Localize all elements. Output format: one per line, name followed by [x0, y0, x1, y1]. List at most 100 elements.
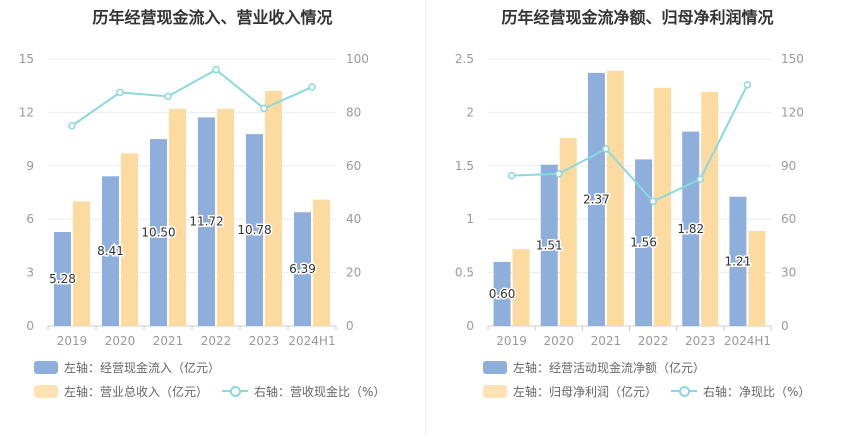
bar-blue — [493, 261, 511, 326]
bar-blue — [587, 72, 605, 326]
left-axis-tick-label: 12 — [19, 105, 34, 119]
legend-swatch-blue — [483, 360, 507, 374]
bar-data-label: 1.82 — [677, 222, 704, 236]
right-axis-tick-label: 90 — [781, 159, 796, 173]
bar-orange — [606, 70, 624, 326]
bar-blue — [198, 117, 215, 326]
line-point — [308, 83, 316, 91]
legend-item-bar-blue[interactable]: 左轴：经营现金流入（亿元） — [34, 359, 220, 376]
bar-data-label: 1.56 — [630, 236, 657, 250]
line-point — [602, 145, 610, 153]
chart-title-right: 历年经营现金流净额、归母净利润情况 — [501, 8, 774, 27]
legend-label: 右轴：营收现金比（%） — [254, 384, 386, 399]
x-tick-label: 2023 — [685, 334, 716, 348]
line-point — [260, 104, 268, 113]
bar-blue — [150, 139, 167, 326]
legend-item-bar-blue[interactable]: 左轴：经营活动现金流净额（亿元） — [483, 359, 705, 376]
legend-item-line[interactable]: 右轴：净现比（%） — [671, 383, 810, 400]
bar-data-label: 6.39 — [289, 262, 316, 276]
legend-line-marker-icon — [222, 384, 249, 398]
line-series — [71, 68, 313, 127]
left-axis-tick-label: 9 — [26, 159, 34, 173]
x-tick-label: 2022 — [201, 334, 232, 348]
legend-swatch-blue — [34, 360, 58, 374]
x-tick-label: 2023 — [249, 334, 280, 348]
legend-label: 右轴：净现比（%） — [703, 384, 811, 399]
legend-item-line[interactable]: 右轴：营收现金比（%） — [222, 383, 385, 400]
bar-blue — [540, 164, 558, 326]
bar-data-label: 10.50 — [141, 226, 175, 240]
left-axis-tick-label: 6 — [26, 212, 34, 226]
right-axis-tick-label: 0 — [346, 319, 354, 333]
x-tick-label: 2020 — [543, 334, 574, 348]
x-tick-label: 2021 — [591, 334, 622, 348]
x-tick-label: 2024H1 — [288, 334, 335, 348]
bar-blue — [682, 131, 700, 326]
line-point — [743, 81, 752, 89]
legend-label: 左轴：经营现金流入（亿元） — [64, 360, 221, 375]
left-axis-tick-label: 3 — [26, 266, 34, 280]
bar-orange — [121, 153, 138, 326]
legend-row-2: 左轴：归母净利润（亿元） 右轴：净现比（%） — [483, 382, 824, 400]
line-point — [507, 171, 516, 180]
right-axis-tick-label: 150 — [781, 52, 804, 66]
panel-divider — [425, 0, 426, 437]
right-axis-tick-label: 0 — [781, 319, 789, 333]
bar-orange — [701, 92, 719, 326]
legend-label: 左轴：经营活动现金流净额（亿元） — [513, 360, 706, 375]
right-axis-tick-label: 30 — [781, 266, 796, 280]
left-axis-tick-label: 2.5 — [455, 52, 474, 66]
left-axis-tick-label: 15 — [19, 52, 34, 66]
x-tick-label: 2019 — [57, 334, 88, 348]
line-series — [511, 84, 749, 203]
line-point — [696, 175, 704, 183]
left-axis-tick-label: 0 — [466, 319, 474, 333]
chart-panel-left: 历年经营现金流入、营业收入情况 0 0 3 20 6 40 9 60 12 80 15 100 2019… — [19, 8, 399, 400]
bar-orange — [169, 108, 186, 326]
left-axis-tick-label: 2 — [466, 105, 474, 119]
right-axis-tick-label: 60 — [781, 212, 796, 226]
left-axis-tick-label: 1.5 — [455, 159, 474, 173]
legend-swatch-orange — [34, 384, 58, 398]
legend-line-marker-icon — [671, 384, 698, 398]
bar-data-label: 1.51 — [536, 238, 563, 252]
x-tick-label: 2019 — [496, 334, 527, 348]
bar-orange — [748, 230, 766, 326]
line-point — [116, 88, 124, 97]
x-tick-label: 2021 — [153, 334, 184, 348]
right-axis-tick-label: 100 — [346, 52, 369, 66]
left-axis-tick-label: 1 — [466, 212, 474, 226]
bar-blue — [54, 232, 71, 326]
x-tick-label: 2024H1 — [724, 334, 771, 348]
left-axis-tick-label: 0.5 — [455, 266, 474, 280]
chart-right-svg: 0 0 0.5 30 1 60 1.5 90 2 120 2.5 150 2019 2020 2021 202… — [455, 52, 804, 348]
bar-data-label: 10.78 — [237, 223, 271, 237]
chart-left-svg: 0 0 3 20 6 40 9 60 12 80 15 100 2019 2020 2021 2022 2023… — [19, 52, 369, 348]
line-point — [555, 170, 563, 178]
chart-title-left: 历年经营现金流入、营业收入情况 — [92, 8, 333, 27]
bar-orange — [559, 138, 577, 326]
x-tick-label: 2020 — [105, 334, 136, 348]
chart-panel-right: 历年经营现金流净额、归母净利润情况 0 0 0.5 30 1 60 1.5 90 2 120 2.5… — [425, 0, 850, 437]
bar-blue — [729, 196, 747, 326]
bar-data-label: 2.37 — [583, 192, 610, 206]
bar-blue — [246, 134, 263, 326]
right-axis-tick-label: 120 — [781, 105, 804, 119]
left-axis-tick-label: 0 — [26, 319, 34, 333]
bar-data-label: 1.21 — [725, 254, 752, 268]
bar-orange — [512, 249, 530, 326]
legend-item-bar-orange[interactable]: 左轴：营业总收入（亿元） — [34, 383, 208, 400]
line-point — [649, 197, 657, 206]
legend-row-1: 左轴：经营现金流入（亿元） — [34, 358, 234, 376]
bar-blue — [635, 159, 653, 326]
bar-data-label: 8.41 — [97, 244, 124, 258]
x-tick-label: 2022 — [638, 334, 669, 348]
line-point — [68, 122, 76, 130]
legend-row-1: 左轴：经营活动现金流净额（亿元） — [483, 358, 719, 376]
legend-row-2: 左轴：营业总收入（亿元） 右轴：营收现金比（%） — [34, 382, 399, 400]
bar-data-label: 0.60 — [489, 287, 516, 301]
legend-item-bar-orange[interactable]: 左轴：归母净利润（亿元） — [483, 383, 657, 400]
right-axis-tick-label: 40 — [346, 212, 361, 226]
bar-orange — [265, 91, 282, 326]
bar-orange — [217, 108, 234, 326]
